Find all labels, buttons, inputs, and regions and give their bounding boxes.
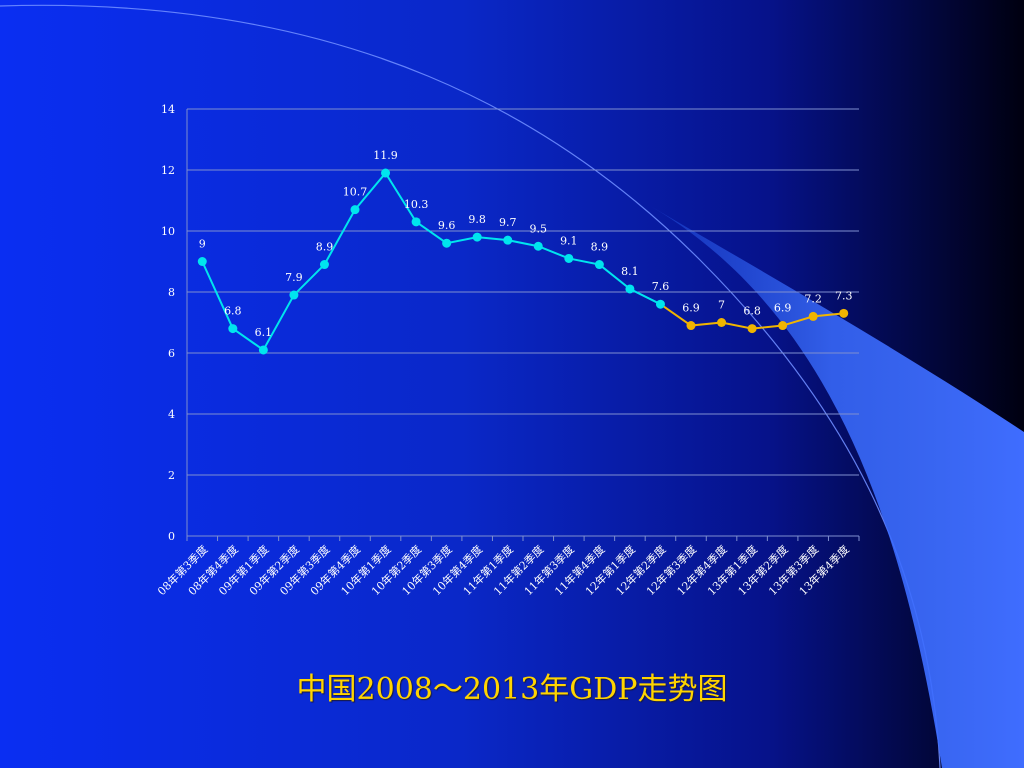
data-label: 6.8: [743, 305, 761, 318]
data-label: 7.3: [835, 289, 853, 302]
chart-plot: 9 6.8 6.1 7.9 8.9 10.7 11.9 10.3 9.6 9.8 9.7 9.5 9.1…: [197, 149, 853, 355]
data-label: 6.9: [682, 302, 700, 315]
data-label: 10.3: [404, 198, 429, 211]
data-label: 9: [199, 238, 206, 251]
data-point: [442, 238, 452, 248]
data-point: [778, 321, 788, 331]
data-label: 7.6: [652, 280, 670, 293]
data-point: [197, 257, 207, 266]
data-point: [686, 321, 696, 331]
data-point: [533, 241, 543, 251]
data-point: [258, 345, 268, 355]
data-point: [839, 308, 849, 318]
data-label: 10.7: [343, 186, 368, 199]
data-point: [319, 260, 329, 270]
data-point: [289, 290, 299, 300]
data-label: 9.5: [530, 222, 548, 235]
data-point: [625, 284, 635, 294]
data-label: 9.8: [468, 213, 486, 226]
y-tick-label: 0: [168, 530, 175, 543]
data-label: 8.9: [316, 241, 334, 254]
data-label: 8.9: [591, 241, 609, 254]
data-label: 7: [718, 299, 725, 312]
y-tick-label: 4: [168, 408, 175, 421]
data-point: [747, 324, 757, 334]
data-point: [808, 311, 818, 321]
data-label: 11.9: [373, 149, 398, 162]
y-tick-label: 8: [168, 286, 175, 299]
data-label: 7.9: [285, 271, 303, 284]
data-point: [503, 235, 513, 245]
data-point: [350, 205, 360, 215]
data-label: 9.1: [560, 234, 578, 247]
y-tick-label: 2: [168, 469, 175, 482]
data-point: [564, 253, 574, 263]
data-label: 7.2: [804, 292, 822, 305]
y-tick-label: 10: [161, 225, 175, 238]
data-point: [381, 168, 391, 178]
decorative-arc: [0, 4, 941, 768]
data-label: 6.8: [224, 305, 242, 318]
data-point: [228, 324, 238, 334]
data-label: 9.6: [438, 219, 456, 232]
data-label: 6.9: [774, 302, 792, 315]
y-tick-label: 14: [161, 103, 175, 116]
data-point: [411, 217, 421, 227]
chart-title: 中国2008～2013年GDP走势图: [296, 672, 728, 707]
data-label: 9.7: [499, 216, 517, 229]
data-point: [594, 260, 604, 270]
data-label: 6.1: [255, 326, 273, 339]
data-label: 8.1: [621, 265, 639, 278]
data-point: [717, 318, 727, 327]
y-tick-label: 12: [161, 164, 175, 177]
y-tick-label: 6: [168, 347, 175, 360]
data-point: [655, 299, 665, 309]
decorative-fan: [640, 200, 1024, 768]
series-line: [201, 171, 661, 352]
chart-axes: 0246810121408年第3季度08年第4季度09年第1季度09年第2季度0…: [155, 103, 860, 598]
data-point: [472, 232, 482, 242]
